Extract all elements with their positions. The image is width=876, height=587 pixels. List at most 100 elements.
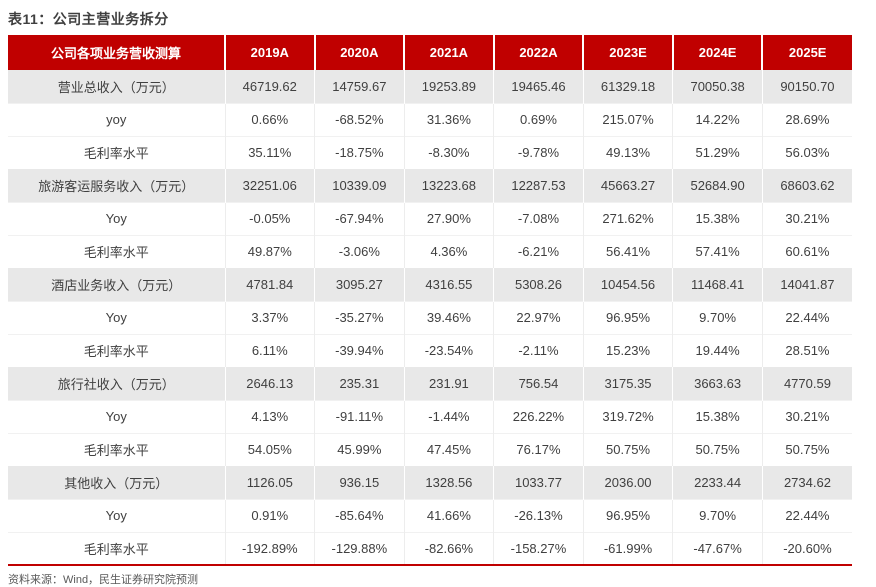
section-row: 旅游客运服务收入（万元） 32251.06 10339.09 13223.68 1228…: [8, 169, 852, 202]
section-row: 旅行社收入（万元） 2646.13 235.31 231.91 756.54 3175.3…: [8, 367, 852, 400]
business-breakdown-table: 公司各项业务营收测算 2019A 2020A 2021A 2022A 2023E…: [8, 35, 852, 566]
table-cell: 9.70%: [672, 300, 763, 334]
table-cell: 6.11%: [224, 333, 315, 367]
table-cell: 27.90%: [403, 201, 494, 235]
table-cell: 50.75%: [761, 432, 852, 466]
table-cell: 319.72%: [582, 399, 673, 433]
table-cell: 0.91%: [224, 498, 315, 532]
table-cell: -7.08%: [493, 201, 584, 235]
table-cell: 60.61%: [761, 234, 852, 268]
table-cell: 35.11%: [224, 135, 315, 169]
table-cell: 12287.53: [493, 169, 584, 202]
row-label: yoy: [8, 102, 225, 136]
table-cell: 22.44%: [761, 498, 852, 532]
table-cell: 5308.26: [493, 268, 584, 301]
table-cell: -61.99%: [582, 531, 673, 565]
table-cell: 32251.06: [224, 169, 315, 202]
table-cell: 1033.77: [493, 466, 584, 499]
table-cell: -82.66%: [403, 531, 494, 565]
table-cell: 76.17%: [493, 432, 584, 466]
table-cell: 41.66%: [403, 498, 494, 532]
table-cell: -6.21%: [493, 234, 584, 268]
table-cell: 3175.35: [582, 367, 673, 400]
table-cell: 56.03%: [761, 135, 852, 169]
table-cell: 10339.09: [314, 169, 405, 202]
table-cell: 4770.59: [761, 367, 852, 400]
table-cell: 226.22%: [493, 399, 584, 433]
table-cell: 3095.27: [314, 268, 405, 301]
table-cell: 47.45%: [403, 432, 494, 466]
sub-row: yoy 0.66% -68.52% 31.36% 0.69% 215.07% 14.22% 2…: [8, 102, 852, 136]
table-cell: 22.44%: [761, 300, 852, 334]
table-cell: -85.64%: [314, 498, 405, 532]
table-cell: 2646.13: [224, 367, 315, 400]
table-cell: 11468.41: [672, 268, 763, 301]
table-cell: 0.66%: [224, 102, 315, 136]
table-cell: 49.87%: [224, 234, 315, 268]
sub-row: Yoy 0.91% -85.64% 41.66% -26.13% 96.95% 9.70% 2…: [8, 498, 852, 532]
table-cell: 90150.70: [761, 70, 852, 103]
table-cell: -39.94%: [314, 333, 405, 367]
table-cell: 1126.05: [224, 466, 315, 499]
sub-row: Yoy -0.05% -67.94% 27.90% -7.08% 271.62% 15.38…: [8, 201, 852, 235]
table-cell: -1.44%: [403, 399, 494, 433]
table-cell: 19.44%: [672, 333, 763, 367]
row-label: Yoy: [8, 300, 225, 334]
table-cell: 39.46%: [403, 300, 494, 334]
sub-row: 毛利率水平 6.11% -39.94% -23.54% -2.11% 15.23% 19.4…: [8, 333, 852, 367]
table-cell: 45663.27: [582, 169, 673, 202]
table-cell: 10454.56: [582, 268, 673, 301]
table-cell: 14759.67: [314, 70, 405, 103]
table-cell: 61329.18: [582, 70, 673, 103]
table-cell: -67.94%: [314, 201, 405, 235]
table-cell: -18.75%: [314, 135, 405, 169]
table-cell: -26.13%: [493, 498, 584, 532]
table-cell: 2233.44: [672, 466, 763, 499]
table-cell: 14.22%: [672, 102, 763, 136]
table-cell: 936.15: [314, 466, 405, 499]
table-cell: 4.36%: [403, 234, 494, 268]
table-cell: 30.21%: [761, 399, 852, 433]
table-cell: 235.31: [314, 367, 405, 400]
table-cell: -68.52%: [314, 102, 405, 136]
table-cell: 49.13%: [582, 135, 673, 169]
column-header-2020a: 2020A: [313, 35, 405, 70]
sub-row: 毛利率水平 -192.89% -129.88% -82.66% -158.27% -61.…: [8, 531, 852, 565]
row-label: 旅行社收入（万元）: [8, 367, 225, 400]
header-row: 公司各项业务营收测算 2019A 2020A 2021A 2022A 2023E…: [8, 35, 852, 70]
table-cell: 46719.62: [224, 70, 315, 103]
table-cell: -0.05%: [224, 201, 315, 235]
row-label: 营业总收入（万元）: [8, 70, 225, 103]
table-cell: 31.36%: [403, 102, 494, 136]
row-label: 毛利率水平: [8, 531, 225, 565]
table-cell: 271.62%: [582, 201, 673, 235]
row-label: 毛利率水平: [8, 333, 225, 367]
table-cell: 45.99%: [314, 432, 405, 466]
table-cell: 4316.55: [403, 268, 494, 301]
table-cell: -158.27%: [493, 531, 584, 565]
table-cell: 51.29%: [672, 135, 763, 169]
table-cell: -129.88%: [314, 531, 405, 565]
table-cell: -23.54%: [403, 333, 494, 367]
section-row: 酒店业务收入（万元） 4781.84 3095.27 4316.55 5308.26 10…: [8, 268, 852, 301]
table-cell: -192.89%: [224, 531, 315, 565]
table-cell: -3.06%: [314, 234, 405, 268]
table-cell: 756.54: [493, 367, 584, 400]
table-cell: 50.75%: [672, 432, 763, 466]
table-cell: 4781.84: [224, 268, 315, 301]
table-cell: 15.38%: [672, 399, 763, 433]
section-row: 营业总收入（万元） 46719.62 14759.67 19253.89 19465.4…: [8, 70, 852, 103]
table-cell: 14041.87: [761, 268, 852, 301]
table-cell: 2734.62: [761, 466, 852, 499]
table-title: 表11：公司主营业务拆分: [8, 11, 169, 27]
table-cell: 215.07%: [582, 102, 673, 136]
source-note: 资料来源：Wind，民生证券研究院预测: [8, 574, 199, 586]
table-cell: 231.91: [403, 367, 494, 400]
table-cell: 56.41%: [582, 234, 673, 268]
table-cell: 52684.90: [672, 169, 763, 202]
column-header-2021a: 2021A: [403, 35, 494, 70]
table-cell: 19465.46: [493, 70, 584, 103]
row-label: 其他收入（万元）: [8, 466, 225, 499]
table-cell: 3663.63: [672, 367, 763, 400]
